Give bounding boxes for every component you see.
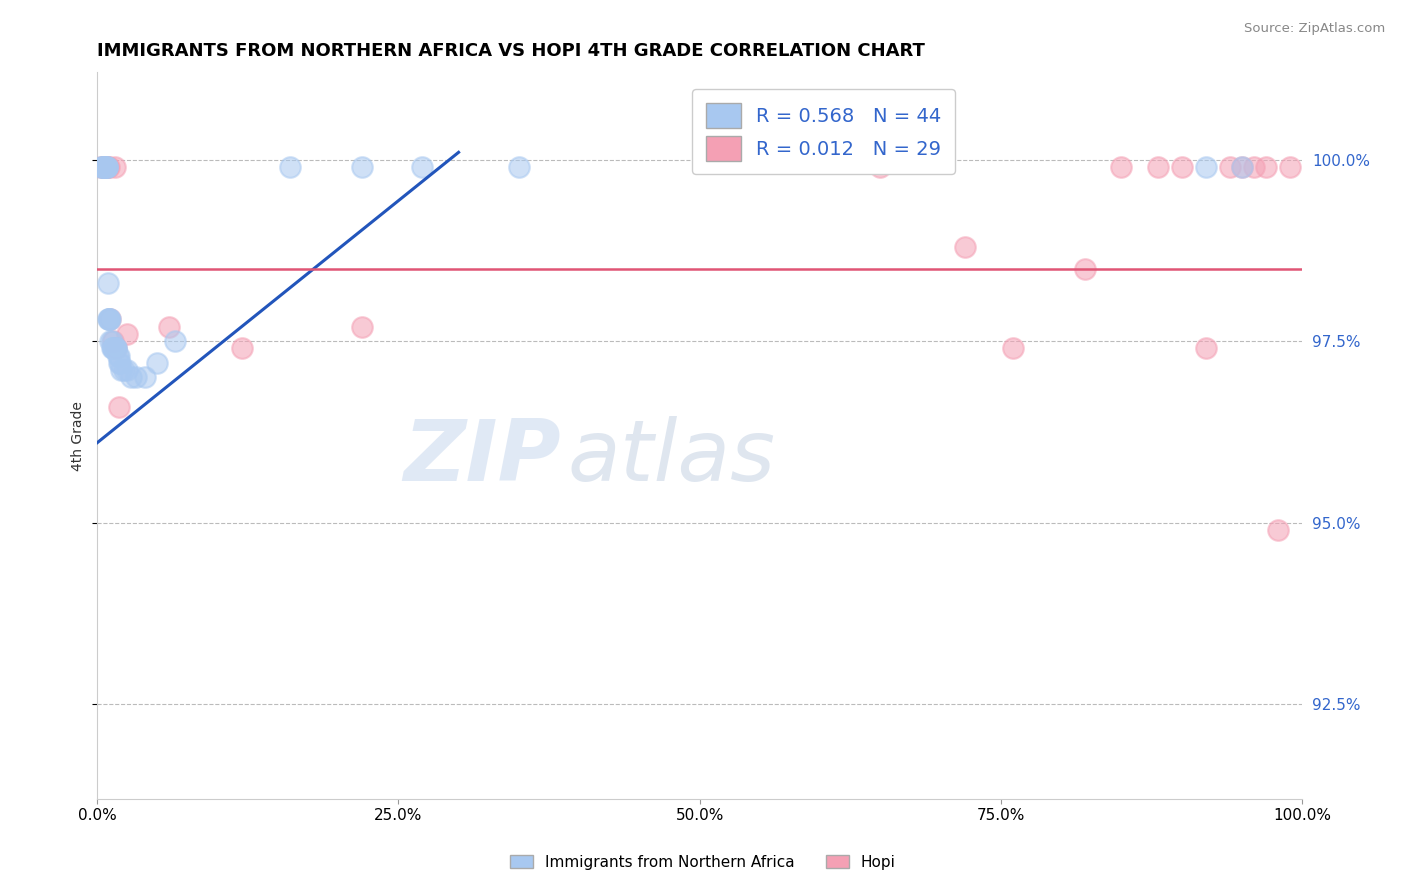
Text: atlas: atlas xyxy=(567,416,775,499)
Point xyxy=(1254,160,1277,174)
Point xyxy=(120,370,142,384)
Point xyxy=(96,160,118,174)
Point xyxy=(124,370,146,384)
Point xyxy=(103,342,125,356)
Point xyxy=(100,342,122,356)
Point xyxy=(1219,160,1241,174)
Point xyxy=(134,370,156,384)
Point xyxy=(165,334,187,348)
Point xyxy=(115,363,138,377)
Point xyxy=(1243,160,1265,174)
Point xyxy=(1146,160,1168,174)
Point xyxy=(90,160,112,174)
Point xyxy=(105,342,128,356)
Point xyxy=(108,356,131,370)
Point xyxy=(278,160,301,174)
Point xyxy=(101,342,124,356)
Point xyxy=(97,276,120,290)
Point xyxy=(93,160,115,174)
Point xyxy=(94,160,117,174)
Point xyxy=(98,312,121,326)
Point xyxy=(96,160,118,174)
Point xyxy=(1230,160,1253,174)
Point xyxy=(107,349,129,363)
Point xyxy=(97,160,120,174)
Point xyxy=(1170,160,1192,174)
Point xyxy=(104,342,127,356)
Point xyxy=(115,326,138,341)
Point xyxy=(1195,160,1218,174)
Point xyxy=(96,160,118,174)
Point xyxy=(352,319,374,334)
Point xyxy=(90,160,112,174)
Point xyxy=(953,240,976,254)
Text: IMMIGRANTS FROM NORTHERN AFRICA VS HOPI 4TH GRADE CORRELATION CHART: IMMIGRANTS FROM NORTHERN AFRICA VS HOPI … xyxy=(97,42,925,60)
Point xyxy=(105,342,128,356)
Point xyxy=(91,160,114,174)
Point xyxy=(98,160,121,174)
Point xyxy=(96,160,118,174)
Point xyxy=(98,312,121,326)
Text: Source: ZipAtlas.com: Source: ZipAtlas.com xyxy=(1244,22,1385,36)
Point xyxy=(91,160,114,174)
Point xyxy=(869,160,891,174)
Point xyxy=(1001,342,1024,356)
Point xyxy=(98,312,121,326)
Point xyxy=(508,160,530,174)
Text: ZIP: ZIP xyxy=(404,416,561,499)
Point xyxy=(1230,160,1253,174)
Point xyxy=(107,356,129,370)
Point xyxy=(98,312,121,326)
Point xyxy=(110,363,132,377)
Legend: Immigrants from Northern Africa, Hopi: Immigrants from Northern Africa, Hopi xyxy=(503,847,903,877)
Point xyxy=(112,363,135,377)
Point xyxy=(1074,261,1097,276)
Y-axis label: 4th Grade: 4th Grade xyxy=(72,401,86,470)
Point xyxy=(104,160,127,174)
Point xyxy=(97,312,120,326)
Point xyxy=(93,160,115,174)
Point xyxy=(146,356,169,370)
Point xyxy=(352,160,374,174)
Point xyxy=(107,400,129,414)
Point xyxy=(1111,160,1133,174)
Point xyxy=(101,334,124,348)
Point xyxy=(98,334,121,348)
Point xyxy=(105,342,128,356)
Point xyxy=(101,342,124,356)
Point xyxy=(98,312,121,326)
Point xyxy=(1267,523,1289,537)
Legend: R = 0.568   N = 44, R = 0.012   N = 29: R = 0.568 N = 44, R = 0.012 N = 29 xyxy=(692,89,955,174)
Point xyxy=(107,349,129,363)
Point xyxy=(94,160,117,174)
Point xyxy=(1195,342,1218,356)
Point xyxy=(231,342,253,356)
Point xyxy=(104,342,127,356)
Point xyxy=(100,334,122,348)
Point xyxy=(411,160,433,174)
Point xyxy=(90,160,112,174)
Point xyxy=(93,160,115,174)
Point xyxy=(157,319,180,334)
Point xyxy=(1279,160,1302,174)
